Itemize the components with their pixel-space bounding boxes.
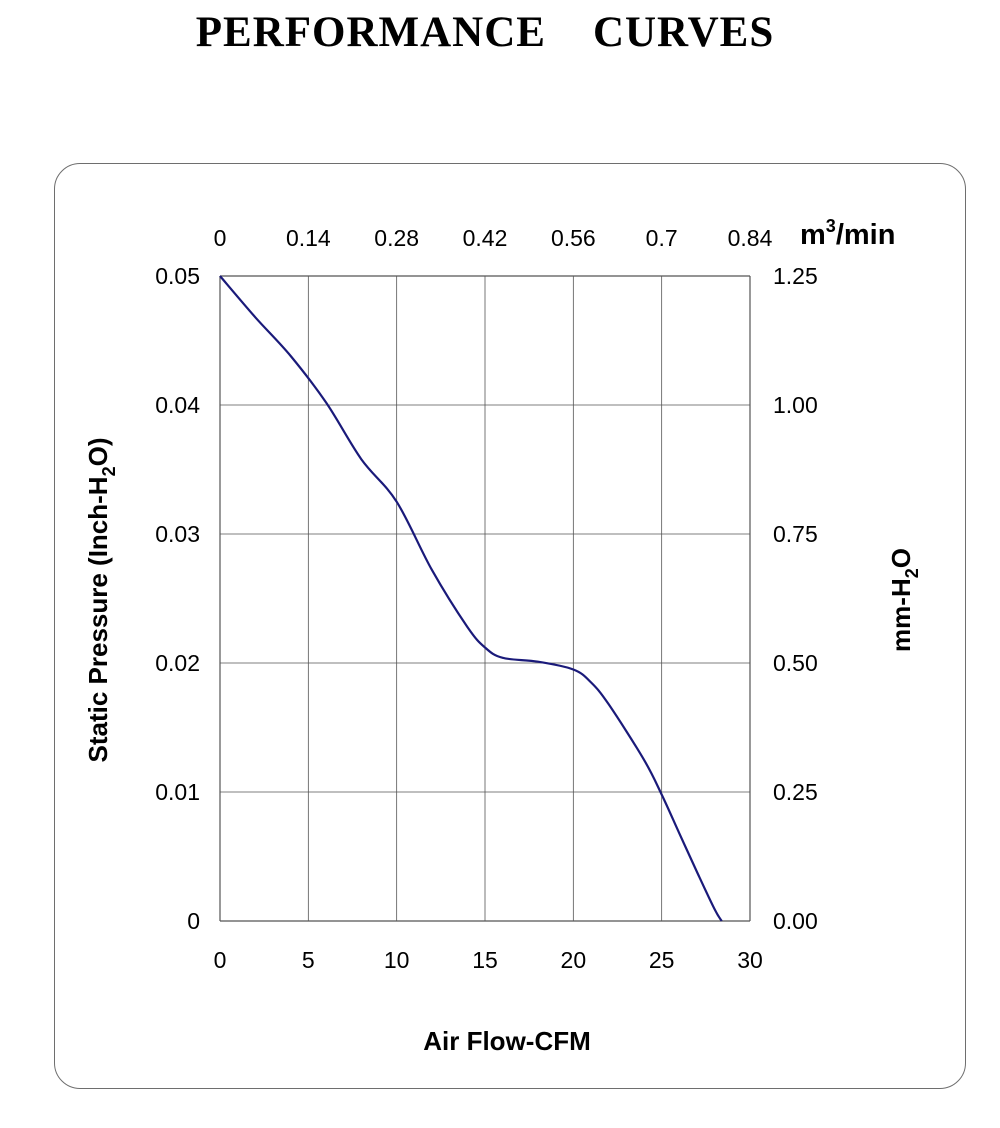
chart-frame [54, 163, 966, 1089]
grid-layer [219, 275, 751, 922]
y-right-tick-label: 1.00 [773, 392, 818, 418]
top-axis-unit-rest: /min [836, 219, 896, 251]
x-tick-label: 10 [384, 947, 410, 973]
top-x-tick-label: 0.42 [463, 225, 508, 251]
top-x-tick-label: 0.14 [286, 225, 331, 251]
x-axis-label: Air Flow-CFM [423, 1026, 591, 1056]
y-right-tick-label: 0.25 [773, 779, 818, 805]
top-axis-unit-base: m [800, 219, 826, 251]
y-tick-label: 0 [187, 908, 200, 934]
series-layer [219, 275, 723, 922]
performance-curve [219, 275, 723, 922]
y-right-tick-label: 0.75 [773, 521, 818, 547]
x-tick-label: 5 [302, 947, 315, 973]
top-x-tick-label: 0 [214, 225, 227, 251]
top-x-tick-label: 0.84 [728, 225, 773, 251]
x-tick-label: 25 [649, 947, 675, 973]
y-tick-label: 0.03 [155, 521, 200, 547]
x-tick-label: 0 [214, 947, 227, 973]
page-title: PERFORMANCE CURVES [195, 9, 775, 56]
top-x-tick-label: 0.56 [551, 225, 596, 251]
y-axis-right-label-sub: 2 [902, 568, 922, 578]
y-right-tick-label: 1.25 [773, 263, 818, 289]
top-x-tick-label: 0.7 [646, 225, 678, 251]
y-tick-label: 0.02 [155, 650, 200, 676]
y-axis-label-main: Static Pressure (Inch-H [83, 476, 113, 762]
top-axis-unit: m3/min [800, 216, 895, 251]
x-tick-label: 30 [737, 947, 763, 973]
y-axis-right-label-end: O [886, 548, 916, 568]
y-axis-right-label-main: mm-H [886, 578, 916, 652]
tick-labels-layer: 0 5 10 15 20 25 30 0 0.14 0.28 0.42 0.56 0.7 0.84 0 0.0… [155, 225, 818, 973]
y-right-tick-label: 0.50 [773, 650, 818, 676]
y-tick-label: 0.05 [155, 263, 200, 289]
y-axis-label-sub: 2 [99, 466, 119, 476]
y-right-tick-label: 0.00 [773, 908, 818, 934]
y-axis-label-end: O) [83, 438, 113, 467]
top-x-tick-label: 0.28 [374, 225, 419, 251]
y-tick-label: 0.04 [155, 392, 200, 418]
top-axis-unit-sup: 3 [826, 216, 836, 236]
y-axis-label: Static Pressure (Inch-H2O) [83, 438, 119, 763]
y-tick-label: 0.01 [155, 779, 200, 805]
y-axis-right-label: mm-H2O [886, 548, 922, 652]
x-tick-label: 20 [561, 947, 587, 973]
x-tick-label: 15 [472, 947, 498, 973]
